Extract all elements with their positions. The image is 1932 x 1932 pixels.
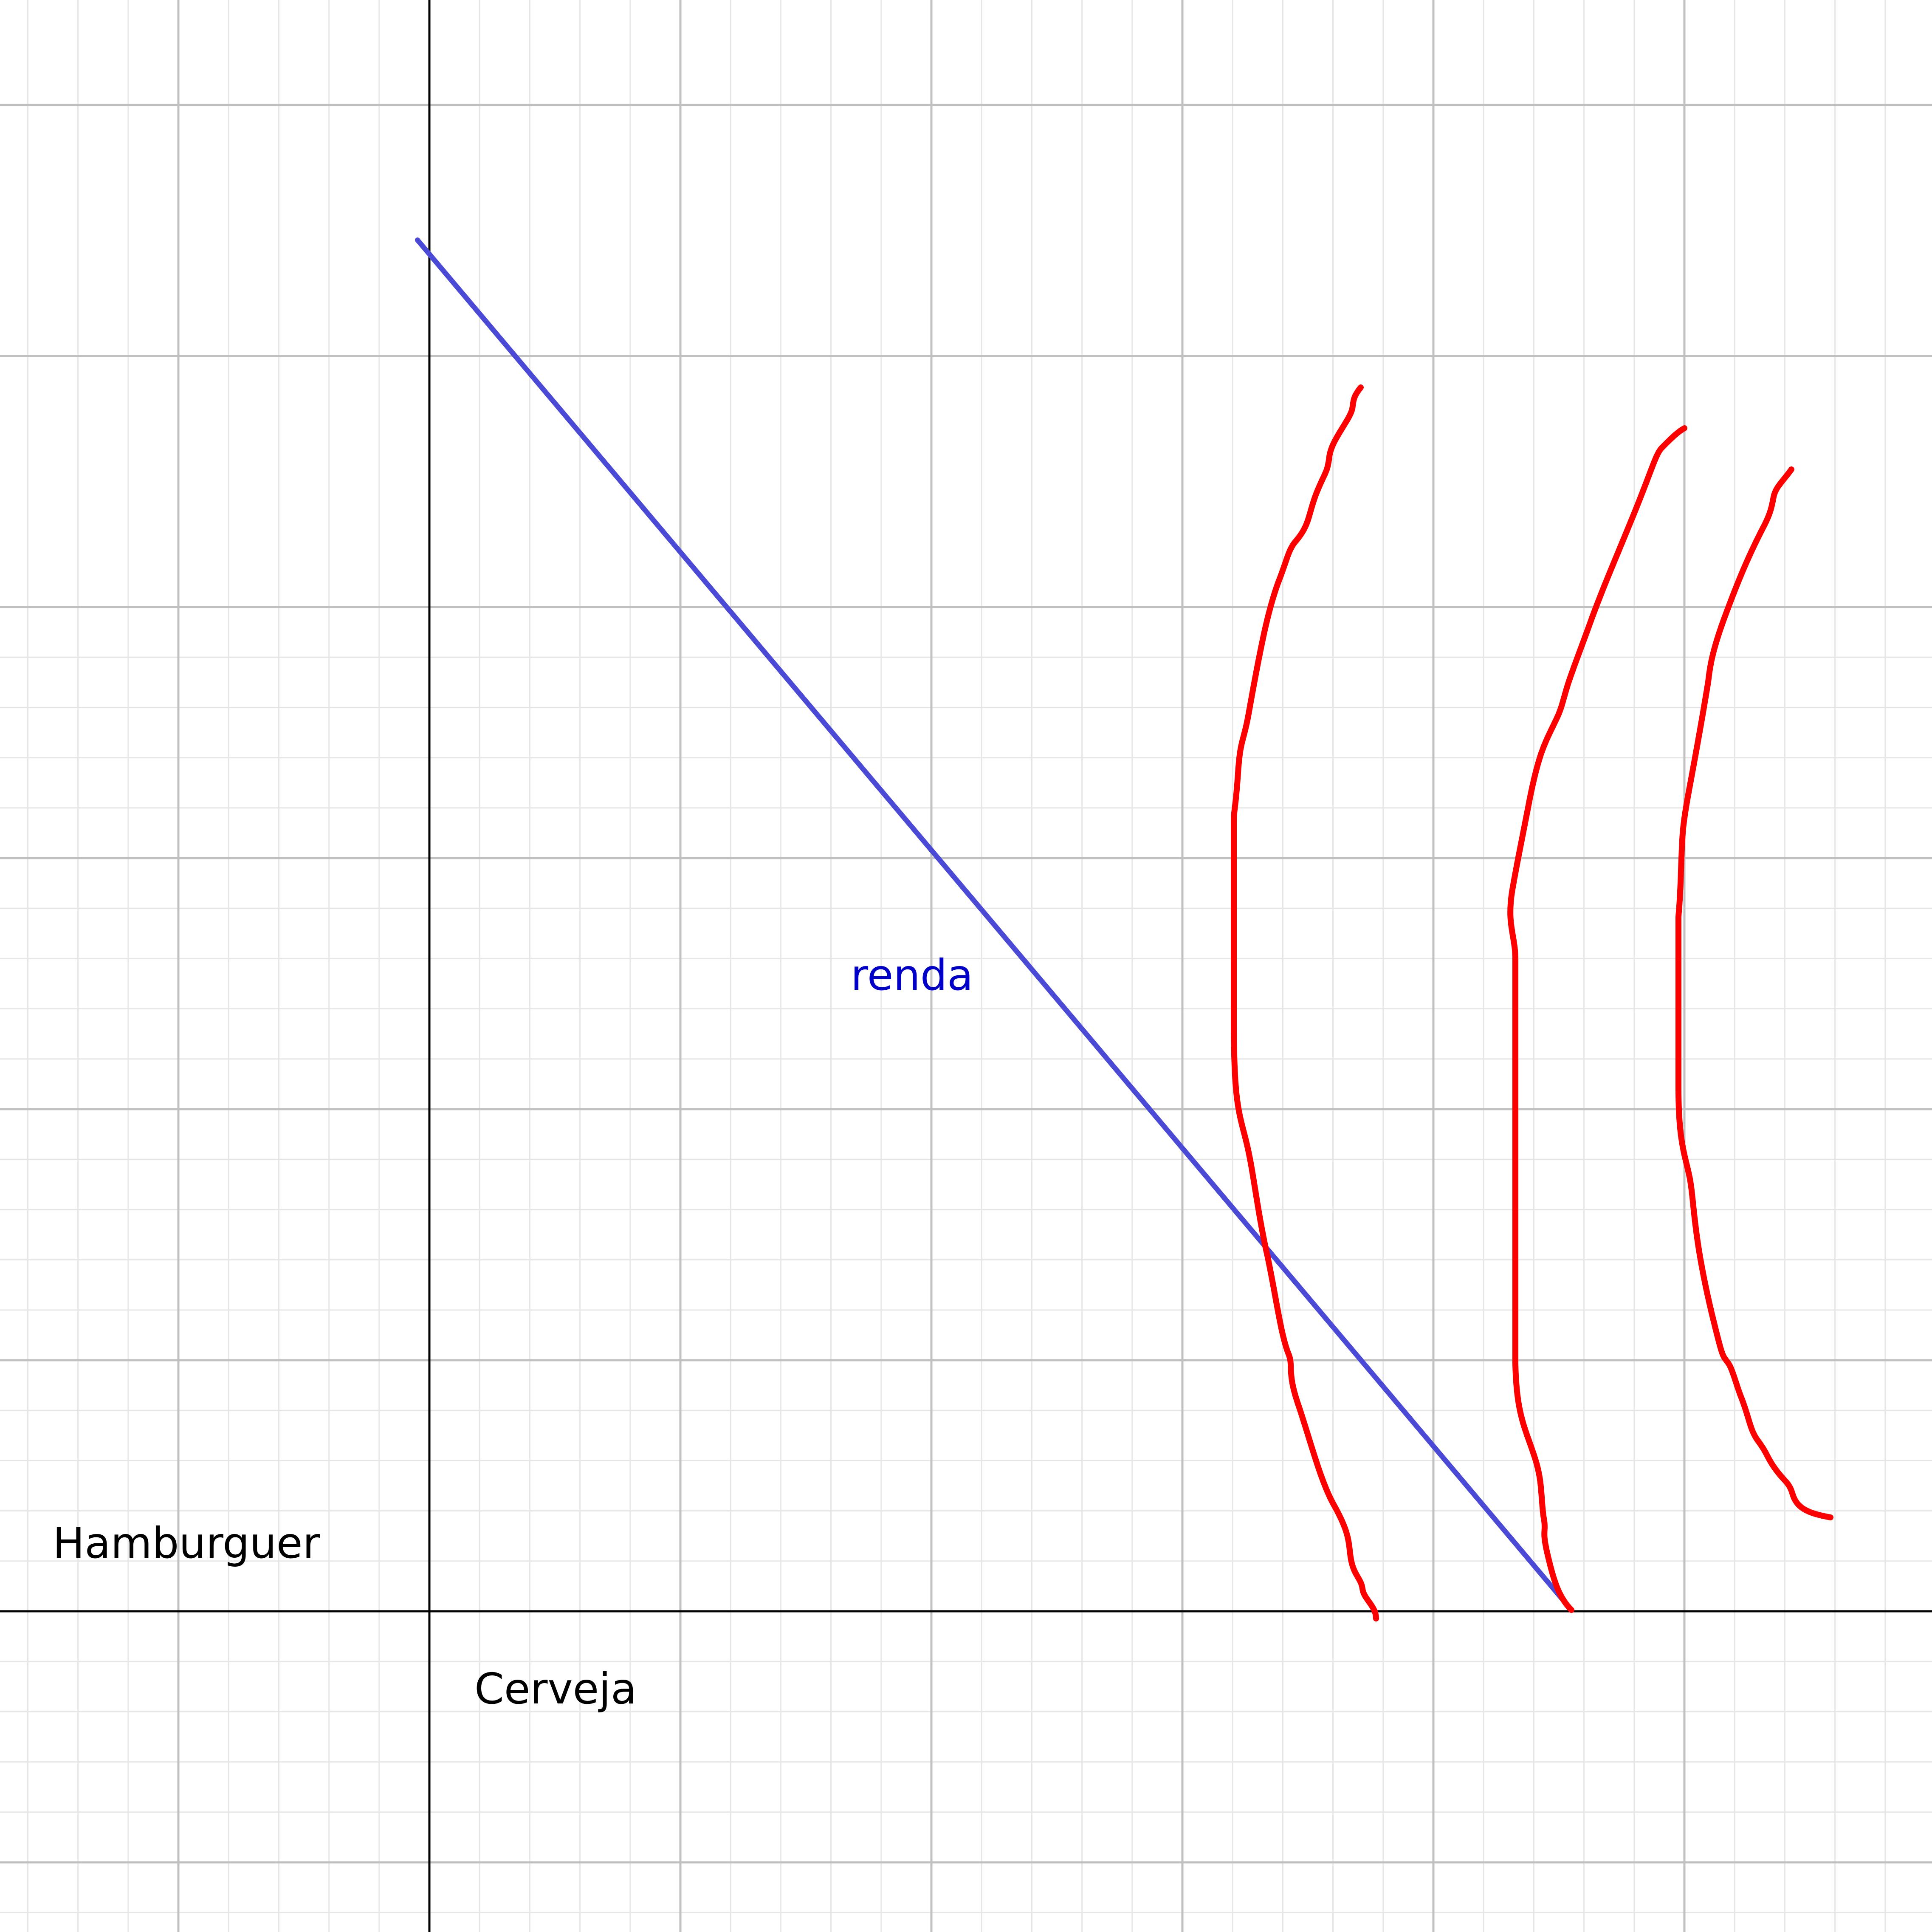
budget-line (415, 237, 1574, 1613)
indifference-curve-1 (1231, 384, 1379, 1621)
indifference-curve-3 (1675, 466, 1833, 1520)
x-axis-label: Cerveja (474, 1664, 637, 1714)
curve-label: renda (851, 950, 973, 1000)
y-axis-label: Hamburguer (53, 1518, 320, 1568)
indifference-curve-2 (1507, 425, 1687, 1613)
